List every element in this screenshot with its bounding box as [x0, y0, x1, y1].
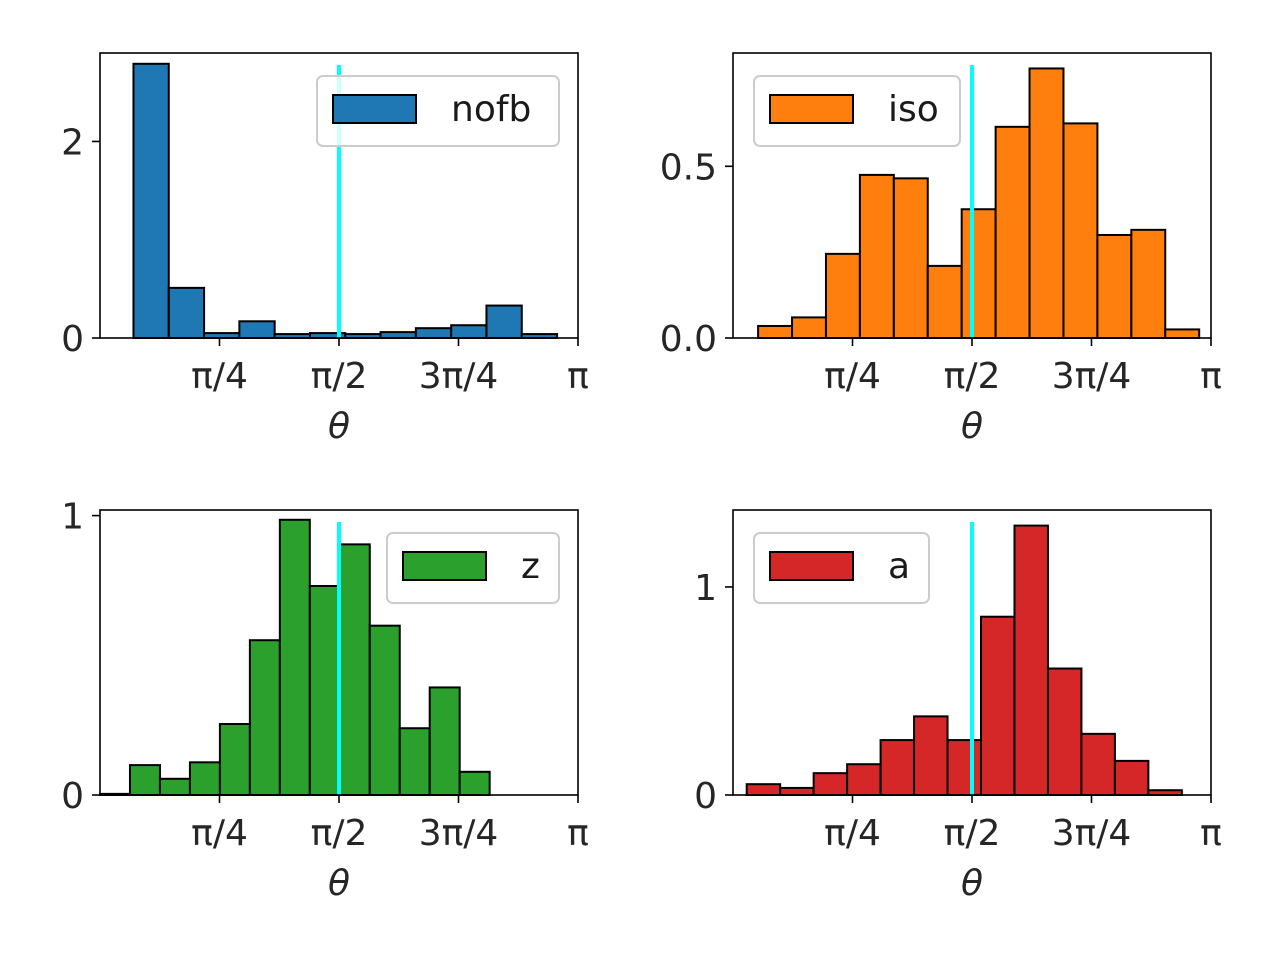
histogram-bar [485, 304, 523, 340]
histogram-bar [128, 764, 161, 797]
histogram-bar [994, 125, 1031, 339]
histogram-bar [926, 264, 963, 340]
histogram-bar [188, 761, 221, 797]
histogram-bar [450, 324, 488, 340]
histogram-bar [167, 286, 206, 339]
histogram-bar [1164, 328, 1201, 339]
histogram-bar [824, 252, 861, 339]
histogram-bar [338, 543, 371, 797]
histogram-bar [398, 727, 431, 796]
x-tick-label: 3π/4 [1052, 356, 1132, 397]
x-tick-label: π [567, 813, 589, 854]
legend-label: a [888, 546, 910, 587]
histogram-bar [892, 177, 929, 339]
x-axis-label: θ [961, 406, 983, 447]
y-tick-label: 1 [694, 568, 717, 609]
y-tick-label: 0.5 [660, 147, 717, 188]
histogram-bar [248, 639, 281, 796]
x-tick-label: π [567, 356, 589, 397]
histogram-bar [1080, 732, 1116, 796]
histogram-bar [946, 739, 983, 797]
histogram-bar [791, 316, 827, 339]
histogram-bar [913, 715, 949, 797]
histogram-bar [779, 786, 815, 796]
x-tick-label: π/4 [191, 356, 248, 397]
legend-swatch [769, 551, 854, 581]
y-tick-label: 0.0 [660, 319, 717, 360]
x-tick-label: 3π/4 [419, 813, 499, 854]
histogram-bar [1028, 67, 1065, 339]
histogram-bar [1113, 759, 1150, 797]
histogram-bar [1062, 122, 1099, 339]
x-tick-label: π/2 [311, 813, 368, 854]
legend-label: nofb [451, 89, 531, 130]
histogram-bar [379, 331, 417, 340]
histogram-bar [458, 770, 491, 797]
x-tick-label: π/4 [824, 813, 881, 854]
x-tick-label: π [1200, 356, 1222, 397]
histogram-bar [960, 208, 997, 339]
y-tick-label: 1 [61, 497, 84, 538]
histogram-bar [879, 739, 916, 797]
histogram-bar [218, 723, 251, 797]
y-tick-label: 0 [61, 319, 84, 360]
legend-swatch [402, 551, 487, 581]
histogram-bar [278, 518, 311, 796]
x-tick-label: π/4 [191, 813, 248, 854]
legend-box [316, 75, 560, 147]
histogram-bar [368, 624, 401, 796]
x-tick-label: π [1200, 813, 1222, 854]
histogram-bar [745, 783, 782, 797]
histogram-bar [757, 324, 794, 340]
x-tick-label: 3π/4 [1052, 813, 1132, 854]
histogram-bar [846, 763, 882, 796]
histogram-bar [1046, 667, 1083, 796]
histogram-bar [158, 777, 191, 797]
histogram-bar [414, 327, 453, 340]
legend-box [753, 75, 961, 147]
legend-swatch [769, 94, 854, 124]
x-tick-label: 3π/4 [419, 356, 499, 397]
histogram-bar [1130, 228, 1167, 340]
x-axis-label: θ [328, 863, 350, 904]
histogram-bar [1096, 233, 1133, 339]
legend-label: z [521, 546, 540, 587]
histogram-bar [428, 686, 461, 796]
x-tick-label: π/4 [824, 356, 881, 397]
histogram-bar [132, 62, 170, 340]
x-tick-label: π/2 [311, 356, 368, 397]
x-axis-label: θ [328, 406, 350, 447]
histogram-bar [308, 585, 341, 796]
x-tick-label: π/2 [944, 813, 1001, 854]
x-tick-label: π/2 [944, 356, 1001, 397]
y-tick-label: 0 [694, 776, 717, 817]
y-tick-label: 2 [61, 122, 84, 163]
x-axis-label: θ [961, 863, 983, 904]
histogram-bar [1013, 524, 1049, 796]
y-tick-label: 0 [61, 776, 84, 817]
histogram-bar [812, 772, 849, 796]
legend-swatch [332, 94, 417, 124]
histogram-bar [980, 615, 1016, 797]
histogram-bar [858, 173, 895, 339]
legend-label: iso [888, 89, 939, 130]
histogram-bar [238, 320, 276, 339]
